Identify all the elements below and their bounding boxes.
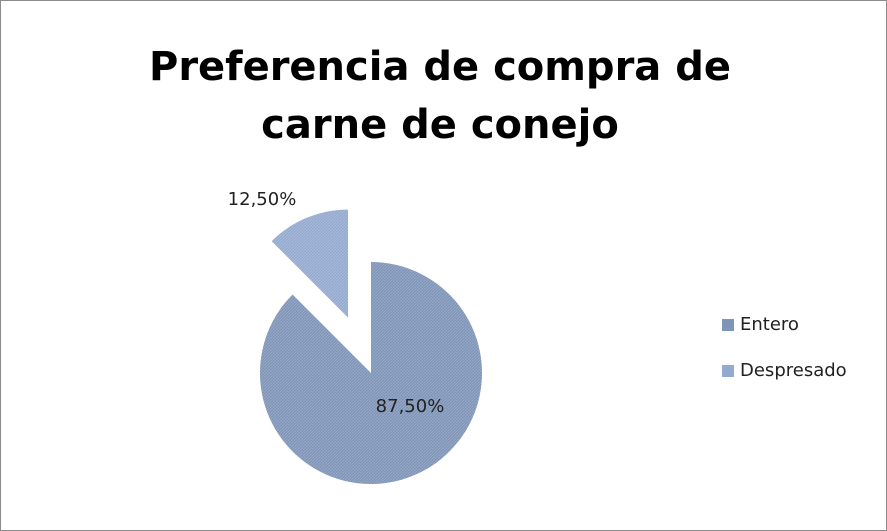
- legend-swatch: [722, 319, 734, 331]
- legend-swatch: [722, 365, 734, 377]
- data-label: 87,50%: [376, 396, 445, 417]
- legend-label: Despresado: [740, 360, 847, 381]
- legend-label: Entero: [740, 314, 799, 335]
- data-label: 12,50%: [228, 189, 297, 210]
- chart-title: Preferencia de compra de carne de conejo: [149, 44, 731, 148]
- pie-slice: [271, 209, 349, 318]
- pie-slice: [260, 262, 482, 484]
